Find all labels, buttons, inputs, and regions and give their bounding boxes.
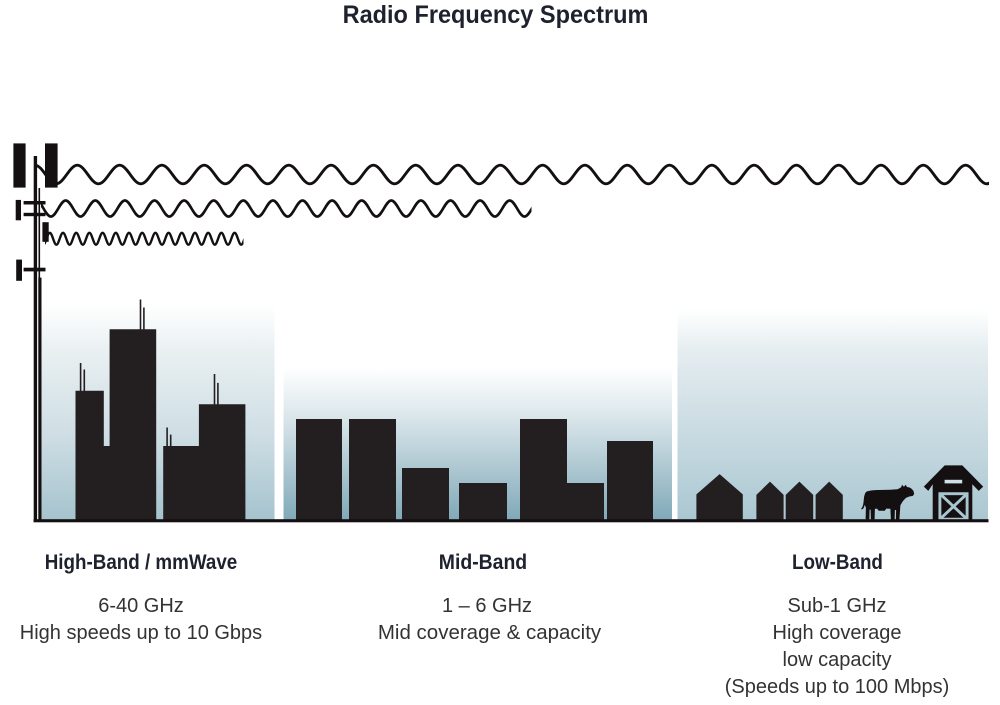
svg-text:Radio Frequency Spectrum: Radio Frequency Spectrum xyxy=(343,2,649,30)
svg-text:High coverage: High coverage xyxy=(773,622,902,644)
svg-text:(Speeds up to 100 Mbps): (Speeds up to 100 Mbps) xyxy=(725,676,950,698)
svg-text:1 – 6 GHz: 1 – 6 GHz xyxy=(442,595,532,617)
svg-text:High speeds up to 10 Gbps: High speeds up to 10 Gbps xyxy=(20,622,262,644)
svg-text:Sub-1 GHz: Sub-1 GHz xyxy=(788,595,887,617)
svg-text:Mid coverage & capacity: Mid coverage & capacity xyxy=(378,622,602,644)
svg-text:Mid-Band: Mid-Band xyxy=(439,550,527,574)
svg-text:6-40 GHz: 6-40 GHz xyxy=(98,595,184,617)
svg-text:Low-Band: Low-Band xyxy=(792,551,883,574)
svg-text:low capacity: low capacity xyxy=(783,649,892,671)
svg-text:High-Band / mmWave: High-Band / mmWave xyxy=(45,551,238,574)
